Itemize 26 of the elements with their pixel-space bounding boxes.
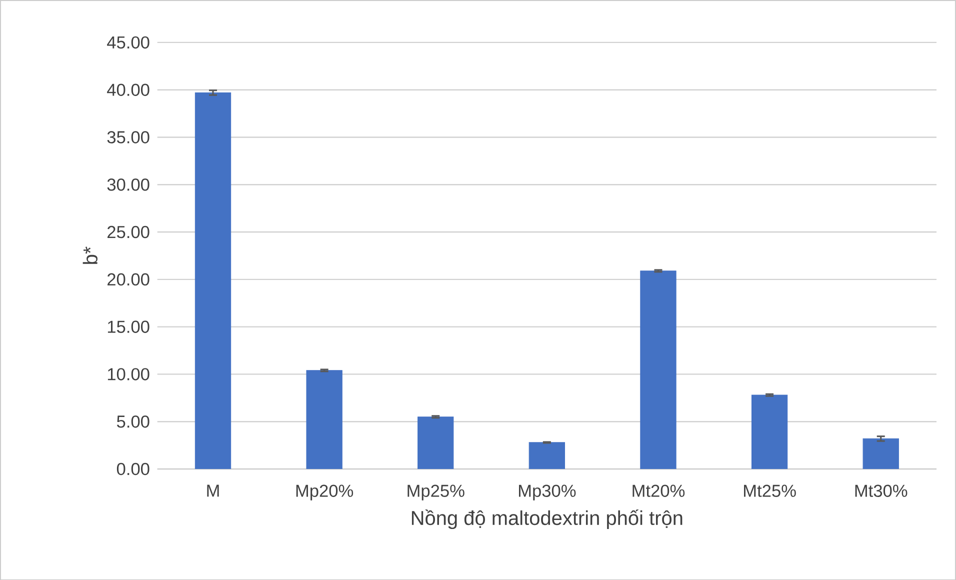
bar [862,438,899,469]
y-tick-label: 30.00 [107,178,150,191]
bar [418,416,454,469]
x-tick-label: Mt30% [855,484,908,497]
x-tick-label: Mp30% [518,484,576,500]
y-tick-label: 0.00 [116,462,150,475]
y-tick-label: 40.00 [107,84,150,96]
y-tick-label: 10.00 [108,368,150,380]
x-tick-label: Mt25% [744,484,796,497]
x-tick-label: Mt20% [632,484,685,497]
y-tick-label: 5.00 [116,415,150,428]
x-axis-title: Nồng độ maltodextrin phối trộn [412,509,682,529]
y-axis-title: b* [82,246,98,264]
bar [528,442,566,469]
y-tick-label: 15.00 [108,320,150,333]
y-tick-label: 25.00 [108,226,150,238]
y-tick-label: 45.00 [107,36,150,48]
y-tick-label: 20.00 [108,273,150,286]
x-tick-label: Mp20% [296,484,354,500]
bar [640,270,676,469]
y-tick-label: 35.00 [107,130,150,144]
x-tick-label: Mp25% [408,484,464,500]
bar [194,92,232,469]
bar [751,394,788,469]
x-tick-label: M [207,484,219,496]
bar [306,370,342,469]
